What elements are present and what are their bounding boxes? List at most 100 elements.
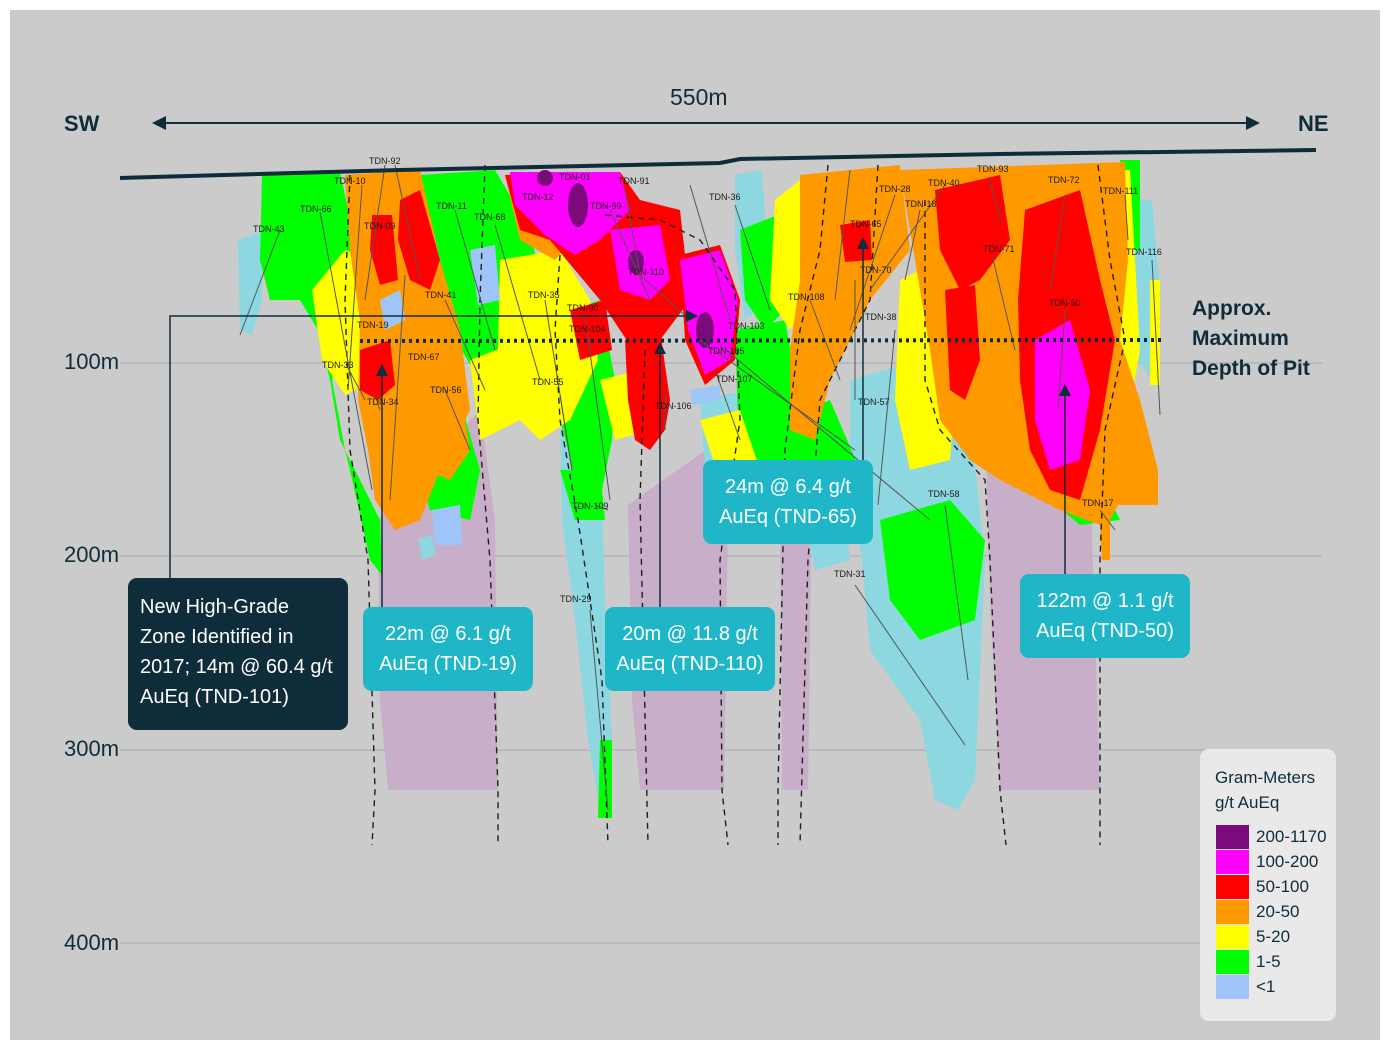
grade-zone-5-20 bbox=[470, 345, 520, 440]
drill-trace bbox=[444, 389, 471, 451]
grade-zone-200-1170 bbox=[696, 312, 714, 348]
drill-hole-label: TDN-28 bbox=[879, 184, 911, 194]
halo-zone bbox=[418, 535, 436, 560]
drill-trace bbox=[589, 609, 609, 811]
drill-trace bbox=[347, 367, 366, 401]
drill-hole-label: TDN-41 bbox=[425, 290, 457, 300]
drill-hole-label: TDN-108 bbox=[788, 292, 825, 302]
drill-trace bbox=[639, 274, 691, 321]
drill-hole-label: TDN-104 bbox=[569, 324, 606, 334]
fault-line bbox=[554, 254, 609, 846]
drill-hole-label: TDN-71 bbox=[983, 244, 1015, 254]
drill-trace bbox=[989, 179, 1001, 221]
drill-hole-label: TDN-68 bbox=[474, 212, 506, 222]
depth-label-300m: 300m bbox=[64, 736, 120, 761]
drill-hole-label: TDN-110 bbox=[628, 267, 664, 277]
fault-line bbox=[1097, 164, 1126, 845]
callout-line: 24m @ 6.4 g/t bbox=[725, 476, 851, 498]
grade-zone-50-100 bbox=[840, 220, 872, 262]
drill-hole-label: TDN-107 bbox=[716, 374, 753, 384]
drill-trace bbox=[1151, 259, 1161, 416]
drill-trace bbox=[714, 369, 741, 441]
drill-trace bbox=[834, 169, 851, 301]
drill-hole-label: TDN-01 bbox=[559, 172, 591, 182]
drill-trace bbox=[1057, 309, 1066, 411]
drill-trace bbox=[444, 299, 486, 391]
fault-line bbox=[344, 174, 376, 846]
drill-trace bbox=[394, 164, 421, 281]
legend-label: 100-200 bbox=[1256, 852, 1319, 871]
depth-label-100m: 100m bbox=[64, 349, 120, 374]
arrowhead-new-high-grade bbox=[686, 310, 698, 322]
projected-zone-mid bbox=[780, 470, 812, 790]
scale-arrowhead-left bbox=[152, 116, 166, 130]
drill-hole-label: TDN-57 bbox=[858, 397, 890, 407]
drill-hole-label: TDN-105 bbox=[708, 346, 745, 356]
callout-line: AuEq (TND-50) bbox=[1036, 620, 1174, 642]
drill-trace bbox=[699, 339, 856, 451]
drill-trace bbox=[854, 584, 966, 746]
callout-line: AuEq (TND-19) bbox=[379, 653, 517, 675]
drill-traces bbox=[239, 164, 1161, 811]
grade-zone-1-5 bbox=[260, 172, 382, 575]
legend-label: <1 bbox=[1256, 977, 1276, 996]
drill-hole-label: TDN-35 bbox=[528, 290, 560, 300]
scale-arrowhead-right bbox=[1246, 116, 1260, 130]
drill-trace bbox=[389, 274, 406, 501]
max-pit-depth-label: Approx. Maximum Depth of Pit bbox=[1192, 294, 1310, 384]
grade-zone-200-1170 bbox=[537, 170, 553, 186]
drill-trace bbox=[494, 224, 541, 381]
drill-hole-label: TDN-11 bbox=[436, 201, 467, 211]
callout-line: 22m @ 6.1 g/t bbox=[385, 623, 511, 645]
callout-tnd-50: 122m @ 1.1 g/t AuEq (TND-50) bbox=[1020, 574, 1190, 658]
grade-zone-50-100 bbox=[360, 340, 395, 400]
drill-hole-label: TDN-33 bbox=[322, 360, 354, 370]
callout-line: 122m @ 1.1 g/t bbox=[1036, 590, 1174, 612]
pit-label-line: Approx. bbox=[1192, 297, 1272, 320]
drill-hole-label: TDN-18 bbox=[905, 199, 937, 209]
drill-trace bbox=[239, 229, 281, 336]
legend-swatch bbox=[1216, 925, 1249, 949]
drill-hole-label: TDN-67 bbox=[408, 352, 440, 362]
legend-swatch bbox=[1216, 900, 1249, 924]
drill-trace bbox=[719, 344, 931, 521]
callout-line: Zone Identified in bbox=[140, 626, 294, 648]
drill-trace bbox=[374, 394, 381, 411]
drill-trace bbox=[609, 209, 651, 301]
legend-label: 5-20 bbox=[1256, 927, 1291, 946]
legend-title: Gram-Meters g/t AuEq bbox=[1215, 765, 1315, 815]
drill-trace bbox=[454, 209, 496, 351]
grade-zone-50-100 bbox=[935, 175, 1010, 290]
drill-hole-label: TDN-55 bbox=[532, 377, 564, 387]
drill-trace bbox=[1049, 194, 1066, 291]
drill-hole-label: TDN-17 bbox=[1082, 498, 1114, 508]
drill-hole-label: TDN-90 bbox=[567, 303, 599, 313]
drill-hole-label: TDN-91 bbox=[618, 176, 650, 186]
drill-hole-label: TDN-109 bbox=[572, 501, 609, 511]
arrowhead-tnd-50 bbox=[1059, 384, 1071, 396]
direction-sw-label: SW bbox=[64, 111, 100, 136]
drill-trace bbox=[624, 189, 641, 276]
drill-trace bbox=[869, 184, 946, 291]
callout-tnd-65: 24m @ 6.4 g/t AuEq (TND-65) bbox=[703, 460, 873, 544]
drill-trace bbox=[734, 204, 771, 311]
drill-trace bbox=[584, 314, 611, 501]
drill-hole-label: TDN-58 bbox=[928, 489, 960, 499]
drill-trace bbox=[991, 254, 1016, 351]
grade-zone-50-100 bbox=[570, 300, 612, 360]
drill-hole-label: TDN-106 bbox=[655, 401, 692, 411]
grade-zone-50-100 bbox=[945, 285, 980, 400]
drill-hole-label: TDN-65 bbox=[850, 219, 882, 229]
grade-zone-50-100 bbox=[398, 190, 440, 290]
arrowhead-tnd-110 bbox=[654, 342, 666, 354]
pit-label-line: Depth of Pit bbox=[1192, 357, 1310, 380]
callout-tnd-110: 20m @ 11.8 g/t AuEq (TND-110) bbox=[605, 607, 775, 691]
grade-zone-below-1 bbox=[690, 385, 720, 405]
drill-trace bbox=[904, 209, 921, 281]
drill-hole-label: TDN-50 bbox=[1049, 298, 1081, 308]
halo-zone bbox=[238, 232, 262, 335]
drill-trace bbox=[594, 504, 609, 511]
callout-leaders bbox=[169, 245, 1066, 607]
callout-tnd-19: 22m @ 6.1 g/t AuEq (TND-19) bbox=[363, 607, 533, 691]
